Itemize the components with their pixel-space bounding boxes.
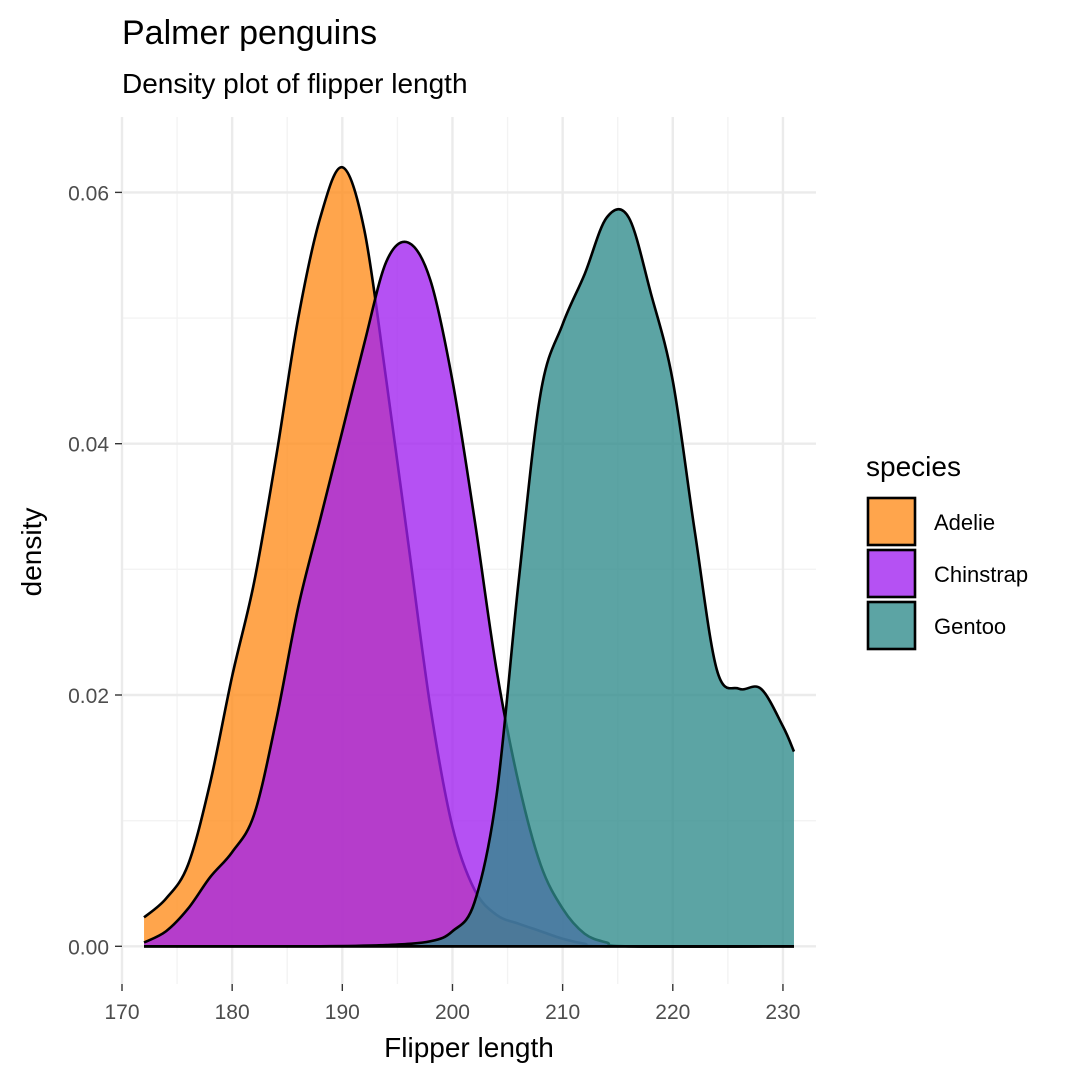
x-axis-title: Flipper length: [384, 1032, 554, 1063]
legend-key-gentoo: [866, 600, 917, 651]
x-axis: 170 180 190 200 210 220 230: [104, 984, 800, 1024]
chart-title: Palmer penguins: [122, 14, 377, 52]
y-axis-title: density: [16, 508, 47, 597]
x-tick-label: 190: [325, 1001, 360, 1024]
density-curve-gentoo: [144, 207, 796, 948]
density-areas: [143, 165, 796, 948]
y-tick-label: 0.04: [68, 434, 109, 457]
y-tick-label: 0.06: [68, 182, 109, 205]
y-tick-label: 0.00: [68, 936, 109, 959]
legend-label-chinstrap: Chinstrap: [934, 562, 1028, 587]
legend-key-adelie: [866, 496, 917, 547]
legend: species Adelie Chinstrap Gentoo: [866, 451, 1028, 651]
chart-subtitle: Density plot of flipper length: [122, 68, 468, 99]
legend-key-chinstrap: [866, 548, 917, 599]
y-tick-label: 0.02: [68, 685, 109, 708]
legend-title: species: [866, 451, 961, 482]
x-tick-label: 180: [215, 1001, 250, 1024]
x-tick-label: 220: [655, 1001, 690, 1024]
density-area-gentoo: [144, 209, 794, 947]
x-tick-label: 170: [104, 1001, 139, 1024]
x-tick-label: 230: [765, 1001, 800, 1024]
y-axis: 0.00 0.02 0.04 0.06: [68, 182, 122, 959]
density-area-chinstrap: [144, 241, 794, 947]
legend-label-gentoo: Gentoo: [934, 614, 1006, 639]
x-tick-label: 210: [545, 1001, 580, 1024]
x-tick-label: 200: [435, 1001, 470, 1024]
legend-label-adelie: Adelie: [934, 510, 995, 535]
